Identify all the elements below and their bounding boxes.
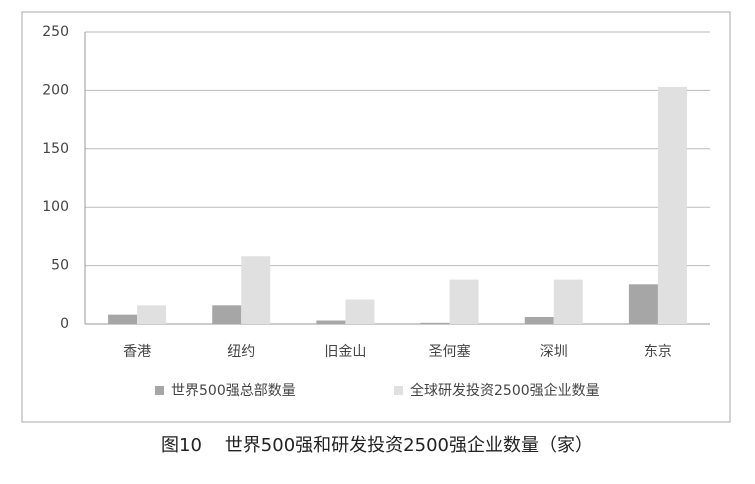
x-tick-label: 东京: [644, 344, 672, 360]
y-tick-label: 100: [42, 199, 69, 215]
bar: [137, 305, 167, 324]
bar: [108, 314, 138, 324]
bar: [316, 320, 346, 324]
legend-swatch: [155, 386, 164, 395]
chart-title: 图10 世界500强和研发投资2500强企业数量（家）: [161, 435, 593, 456]
bar: [553, 279, 583, 324]
y-tick-label: 200: [42, 82, 69, 98]
legend-swatch: [394, 386, 403, 395]
chart-frame: [21, 11, 731, 423]
bar: [524, 316, 554, 324]
x-tick-label: 纽约: [227, 344, 255, 360]
legend-label: 全球研发投资2500强企业数量: [410, 382, 600, 399]
bar: [212, 305, 242, 324]
bar: [449, 279, 479, 324]
x-tick-label: 旧金山: [324, 344, 366, 360]
y-tick-label: 250: [42, 24, 69, 40]
y-tick-label: 0: [60, 316, 69, 332]
bar: [628, 284, 658, 324]
x-tick-label: 圣何塞: [429, 343, 471, 360]
x-tick-label: 香港: [123, 344, 151, 360]
bar: [241, 256, 271, 324]
y-tick-label: 150: [42, 141, 69, 157]
bar: [420, 322, 450, 324]
legend-label: 世界500强总部数量: [171, 383, 296, 399]
y-tick-label: 50: [51, 258, 69, 274]
bar: [657, 86, 687, 324]
x-tick-label: 深圳: [540, 344, 568, 360]
bar: [345, 299, 375, 324]
